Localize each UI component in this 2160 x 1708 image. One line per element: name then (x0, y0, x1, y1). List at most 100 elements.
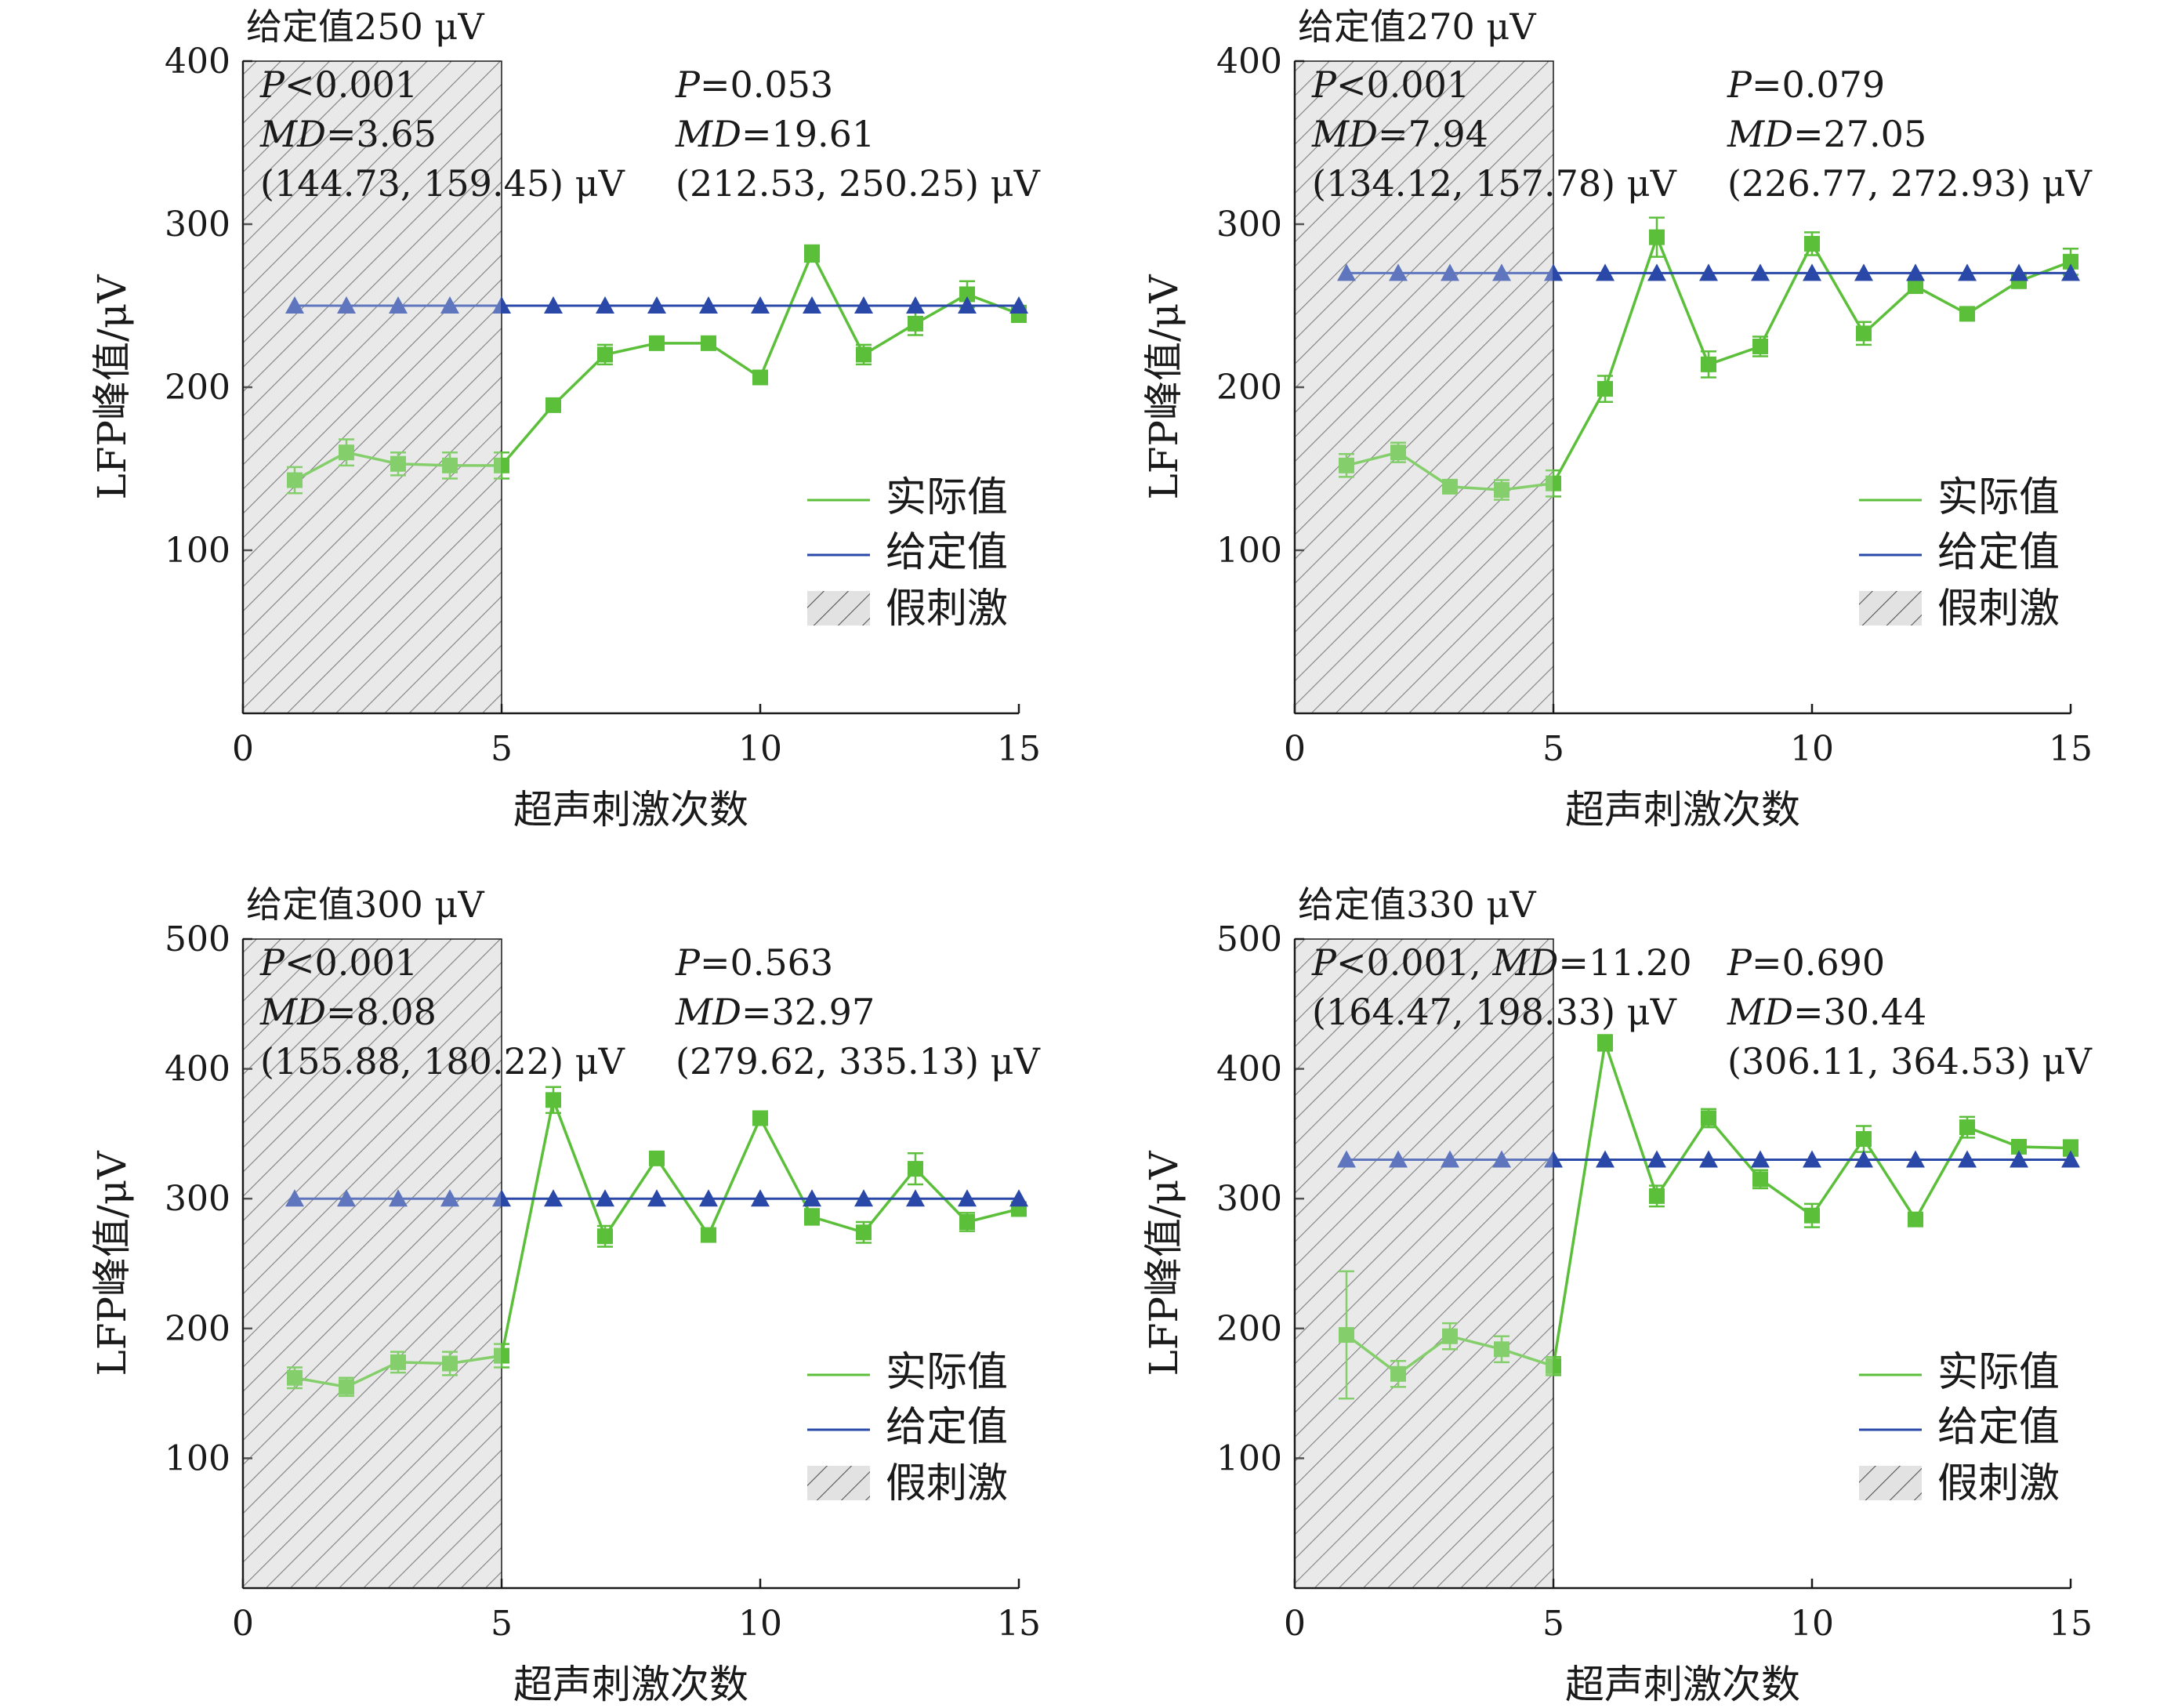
actual-point (1959, 306, 1975, 322)
y-tick-label: 200 (1216, 1309, 1282, 1349)
x-tick-label: 15 (997, 729, 1041, 769)
actual-point (390, 455, 406, 472)
chart-title: 给定值330 μV (1298, 883, 1536, 926)
x-tick-label: 5 (491, 729, 513, 769)
actual-point (1804, 1207, 1820, 1224)
legend-label: 给定值 (1937, 529, 2060, 576)
setpoint-point (803, 1189, 821, 1207)
y-tick-label: 300 (1216, 205, 1282, 245)
chart-panel-setpoint-270: 100 200 300 400 0 5 10 15 给定值270 μV 超声刺激次数 LFP峰值/μ… (1141, 5, 2093, 832)
legend-label: 实际值 (1937, 474, 2060, 521)
sham-region-overlay (1296, 62, 1553, 713)
actual-point (1908, 278, 1923, 295)
stats-annotation-line: MD=19.61 (675, 113, 875, 155)
actual-point (1442, 478, 1458, 495)
actual-point (908, 315, 923, 332)
actual-point (442, 457, 458, 473)
setpoint-point (1647, 263, 1666, 281)
y-tick-label: 100 (1216, 1438, 1282, 1478)
actual-point (545, 397, 561, 413)
setpoint-point (337, 1189, 356, 1207)
actual-point (649, 1150, 665, 1166)
actual-point (1856, 325, 1872, 342)
x-tick-label: 5 (1542, 729, 1564, 769)
y-tick-label: 300 (1216, 1179, 1282, 1219)
legend-swatch-sham (1859, 1466, 1922, 1500)
x-axis-label: 超声刺激次数 (1565, 1662, 1800, 1707)
stats-annotation-line: MD=30.44 (1727, 991, 1926, 1033)
actual-point (752, 369, 768, 386)
setpoint-point (337, 296, 356, 314)
sham-stimulation-region (242, 60, 502, 714)
x-tick-label: 10 (738, 1604, 782, 1644)
setpoint-point (1441, 263, 1459, 281)
legend-label: 实际值 (886, 1349, 1008, 1396)
setpoint-point (854, 296, 873, 314)
setpoint-point (1596, 1150, 1615, 1168)
setpoint-point (906, 1189, 925, 1207)
stats-annotation-line: MD=32.97 (675, 991, 875, 1033)
y-tick-label: 500 (1216, 919, 1282, 959)
setpoint-point (2061, 263, 2080, 281)
setpoint-point (958, 296, 977, 314)
setpoint-point (1958, 1150, 1977, 1168)
actual-point (701, 335, 716, 351)
y-axis-label: LFP峰值/μV (1141, 1151, 1187, 1376)
stats-annotation-line: P<0.001 (259, 63, 418, 106)
x-tick-label: 5 (491, 1604, 513, 1644)
x-tick-label: 0 (232, 729, 254, 769)
chart-title: 给定值250 μV (246, 5, 484, 48)
setpoint-point (699, 296, 718, 314)
actual-point (545, 1092, 561, 1108)
legend-label: 假刺激 (1937, 586, 2060, 633)
y-axis-label: LFP峰值/μV (1141, 274, 1187, 500)
y-tick-label: 400 (165, 42, 230, 82)
setpoint-point (2010, 263, 2028, 281)
actual-point (2063, 1140, 2078, 1156)
chart-panel-setpoint-330: 100 200 300 400 500 0 5 10 15 给定值330 μV 超声刺激次数 LFP峰… (1141, 883, 2093, 1707)
actual-point (1494, 1341, 1509, 1358)
y-tick-label: 400 (1216, 42, 1282, 82)
y-tick-label: 200 (1216, 368, 1282, 408)
actual-point (597, 346, 613, 363)
actual-point (1494, 482, 1509, 499)
sham-stimulation-region (242, 938, 502, 1589)
y-tick-label: 200 (165, 368, 230, 408)
setpoint-point (492, 296, 511, 314)
stats-annotation-line: (212.53, 250.25) μV (676, 162, 1041, 205)
setpoint-point (751, 296, 770, 314)
setpoint-point (1544, 1150, 1563, 1168)
setpoint-point (440, 1189, 459, 1207)
stats-annotation-line: (226.77, 272.93) μV (1727, 162, 2093, 205)
setpoint-point (1337, 1150, 1356, 1168)
setpoint-point (906, 296, 925, 314)
setpoint-point (1906, 1150, 1925, 1168)
setpoint-point (1699, 1150, 1718, 1168)
actual-point (1701, 1110, 1716, 1126)
actual-point (752, 1110, 768, 1126)
y-tick-label: 100 (165, 1438, 230, 1478)
stats-annotation-line: (306.11, 364.53) μV (1727, 1040, 2093, 1082)
actual-point (959, 1214, 975, 1231)
setpoint-point (647, 1189, 666, 1207)
setpoint-point (2061, 1150, 2080, 1168)
setpoint-point (285, 296, 304, 314)
actual-point (1804, 235, 1820, 252)
setpoint-point (1009, 296, 1028, 314)
setpoint-point (1009, 1189, 1028, 1207)
stats-annotation-line: (144.73, 159.45) μV (260, 162, 625, 205)
actual-point (339, 1379, 354, 1395)
legend-label: 给定值 (886, 1404, 1008, 1451)
y-tick-label: 200 (165, 1309, 230, 1349)
actual-point (804, 245, 820, 262)
actual-point (494, 457, 509, 473)
actual-point (1959, 1119, 1975, 1136)
setpoint-point (1389, 263, 1408, 281)
setpoint-point (389, 1189, 408, 1207)
actual-point (1597, 1035, 1613, 1051)
stats-annotation-line: MD=7.94 (1311, 113, 1488, 155)
actual-point (701, 1227, 716, 1243)
actual-point (1442, 1328, 1458, 1344)
actual-point (390, 1354, 406, 1370)
